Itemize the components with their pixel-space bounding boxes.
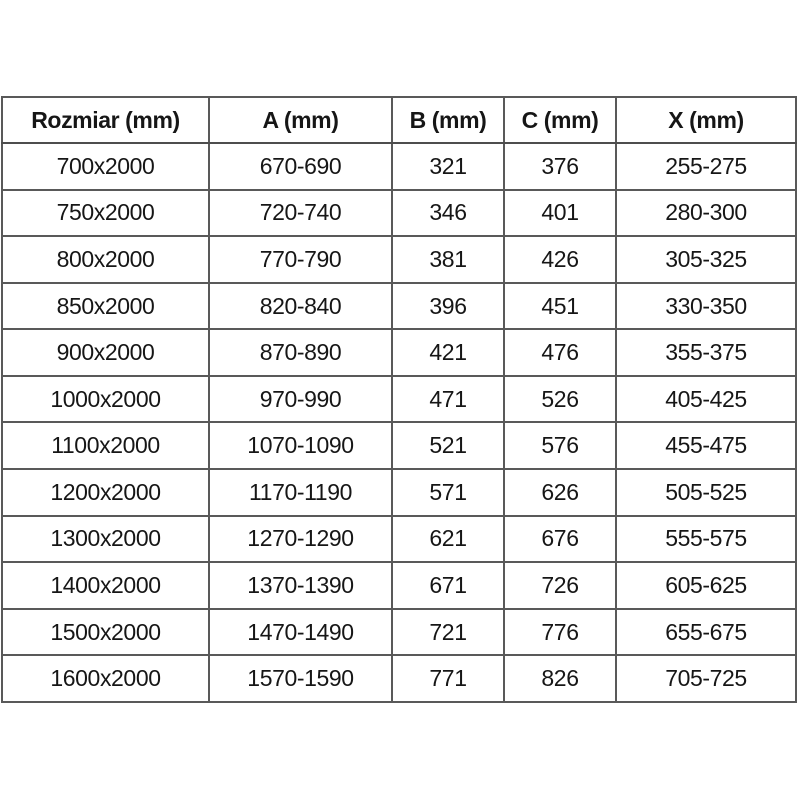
table-cell: 621 [391, 514, 505, 564]
table-cell: 396 [391, 281, 505, 331]
table-row: 1100x2000 1070-1090 521 576 455-475 [1, 421, 797, 471]
table-cell: 426 [503, 235, 617, 284]
column-header: X (mm) [615, 96, 797, 144]
column-header: C (mm) [503, 96, 617, 144]
column-header: Rozmiar (mm) [1, 96, 210, 144]
table-cell: 850x2000 [1, 281, 210, 331]
table-cell: 1170-1190 [208, 468, 393, 517]
table-cell: 1100x2000 [1, 421, 210, 471]
table-cell: 970-990 [208, 374, 393, 424]
table-cell: 576 [503, 421, 617, 471]
table-cell: 900x2000 [1, 328, 210, 377]
table-cell: 255-275 [615, 142, 797, 191]
table-row: 1600x2000 1570-1590 771 826 705-725 [1, 654, 797, 703]
column-header: A (mm) [208, 96, 393, 144]
table-row: 1200x2000 1170-1190 571 626 505-525 [1, 468, 797, 517]
table-cell: 455-475 [615, 421, 797, 471]
table-cell: 700x2000 [1, 142, 210, 191]
column-header: B (mm) [391, 96, 505, 144]
table-cell: 405-425 [615, 374, 797, 424]
table-cell: 655-675 [615, 607, 797, 657]
table-cell: 1500x2000 [1, 607, 210, 657]
table-cell: 750x2000 [1, 188, 210, 238]
table-row: 900x2000 870-890 421 476 355-375 [1, 328, 797, 377]
table-cell: 705-725 [615, 654, 797, 703]
table-row: 1000x2000 970-990 471 526 405-425 [1, 374, 797, 424]
table-row: 1500x2000 1470-1490 721 776 655-675 [1, 607, 797, 657]
table-cell: 421 [391, 328, 505, 377]
table-cell: 376 [503, 142, 617, 191]
table-cell: 526 [503, 374, 617, 424]
table-row: 750x2000 720-740 346 401 280-300 [1, 188, 797, 238]
table-cell: 571 [391, 468, 505, 517]
table-cell: 451 [503, 281, 617, 331]
table-cell: 1570-1590 [208, 654, 393, 703]
table-cell: 605-625 [615, 561, 797, 610]
table-cell: 1470-1490 [208, 607, 393, 657]
table-cell: 280-300 [615, 188, 797, 238]
table-cell: 626 [503, 468, 617, 517]
table-cell: 476 [503, 328, 617, 377]
table-cell: 1600x2000 [1, 654, 210, 703]
table-cell: 355-375 [615, 328, 797, 377]
table-row: 800x2000 770-790 381 426 305-325 [1, 235, 797, 284]
header-row: Rozmiar (mm) A (mm) B (mm) C (mm) X (mm) [1, 96, 797, 144]
table-row: 1400x2000 1370-1390 671 726 605-625 [1, 561, 797, 610]
table-cell: 770-790 [208, 235, 393, 284]
table-cell: 1300x2000 [1, 514, 210, 564]
table-cell: 800x2000 [1, 235, 210, 284]
table-cell: 346 [391, 188, 505, 238]
table-cell: 1400x2000 [1, 561, 210, 610]
table-cell: 776 [503, 607, 617, 657]
table-cell: 826 [503, 654, 617, 703]
table-cell: 1370-1390 [208, 561, 393, 610]
table-cell: 1070-1090 [208, 421, 393, 471]
table-cell: 771 [391, 654, 505, 703]
table-cell: 330-350 [615, 281, 797, 331]
table-cell: 381 [391, 235, 505, 284]
table-cell: 1000x2000 [1, 374, 210, 424]
table-cell: 521 [391, 421, 505, 471]
table-row: 850x2000 820-840 396 451 330-350 [1, 281, 797, 331]
table-cell: 820-840 [208, 281, 393, 331]
table-cell: 555-575 [615, 514, 797, 564]
table-row: 1300x2000 1270-1290 621 676 555-575 [1, 514, 797, 564]
table-cell: 720-740 [208, 188, 393, 238]
table-cell: 401 [503, 188, 617, 238]
table-cell: 305-325 [615, 235, 797, 284]
table-cell: 670-690 [208, 142, 393, 191]
table-body: 700x2000 670-690 321 376 255-275 750x2000 720-… [1, 142, 797, 703]
table-cell: 721 [391, 607, 505, 657]
table-cell: 1270-1290 [208, 514, 393, 564]
table-cell: 726 [503, 561, 617, 610]
table-cell: 676 [503, 514, 617, 564]
table-cell: 471 [391, 374, 505, 424]
table-cell: 1200x2000 [1, 468, 210, 517]
size-dimensions-table: Rozmiar (mm) A (mm) B (mm) C (mm) X (mm) 700… [1, 96, 797, 703]
table-cell: 671 [391, 561, 505, 610]
table-cell: 505-525 [615, 468, 797, 517]
table-cell: 870-890 [208, 328, 393, 377]
table-cell: 321 [391, 142, 505, 191]
table-row: 700x2000 670-690 321 376 255-275 [1, 142, 797, 191]
